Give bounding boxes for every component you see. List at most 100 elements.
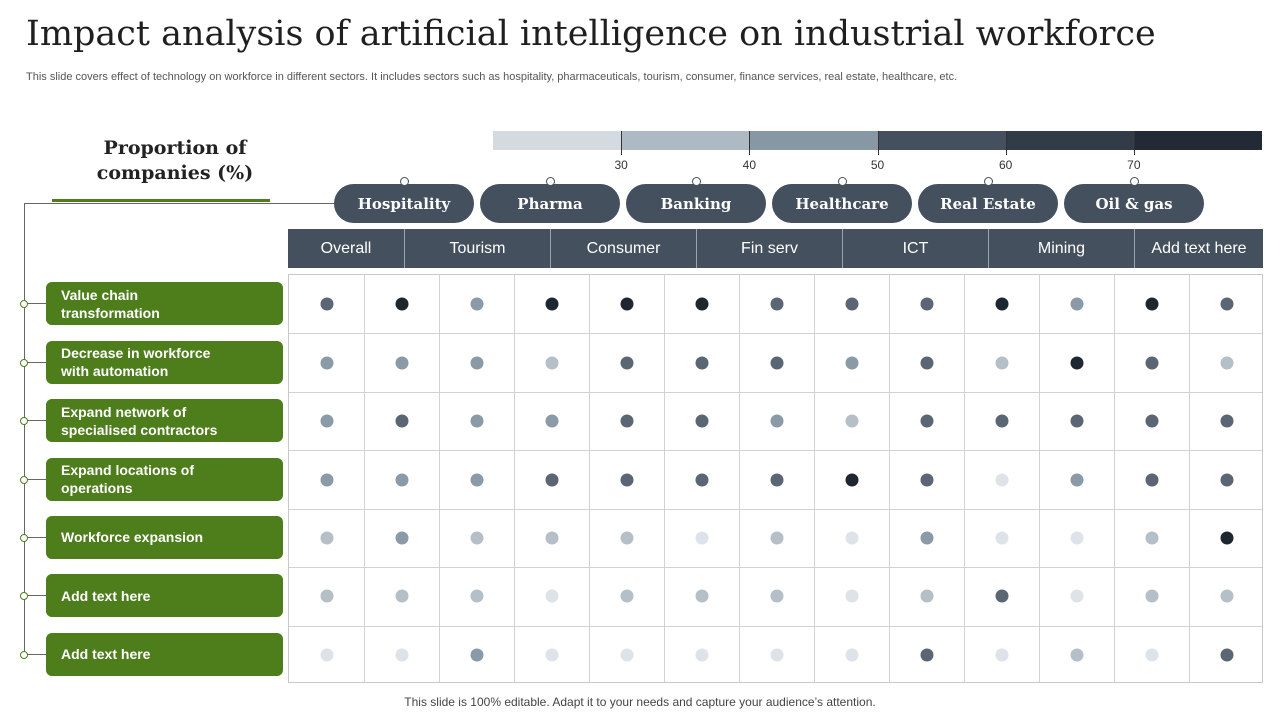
sector-pill: Oil & gas	[1064, 184, 1204, 223]
matrix-dot	[695, 531, 708, 545]
row-label-text: Value chain transformation	[61, 286, 160, 321]
row-label: Add text here	[46, 574, 283, 618]
matrix-dot	[470, 297, 483, 311]
matrix-dot	[395, 473, 408, 486]
matrix-dot	[845, 648, 858, 662]
grid-line	[589, 275, 590, 682]
matrix-dot	[920, 648, 933, 662]
matrix-dot	[320, 648, 333, 662]
row-connector-line	[24, 361, 46, 363]
matrix-dot	[920, 473, 933, 486]
matrix-dot	[545, 414, 558, 428]
scale-tick	[1005, 131, 1007, 155]
row-label: Expand locations of operations	[46, 457, 283, 501]
matrix-dot	[320, 297, 333, 311]
matrix-dot	[1070, 297, 1083, 311]
grid-line	[889, 275, 890, 682]
matrix-dot	[470, 531, 483, 545]
matrix-dot	[920, 297, 933, 311]
matrix-dot	[470, 589, 483, 603]
matrix-dot	[545, 648, 558, 662]
row-label-text: Expand network of specialised contractor…	[61, 403, 218, 438]
matrix-dot	[695, 297, 708, 311]
grid-line	[289, 508, 1262, 510]
row-connector-line	[24, 420, 46, 422]
impact-matrix	[288, 274, 1263, 683]
matrix-dot	[470, 414, 483, 428]
row-label: Expand network of specialised contractor…	[46, 399, 283, 443]
matrix-dot	[920, 356, 933, 370]
matrix-dot	[995, 297, 1008, 311]
grid-line	[1114, 275, 1115, 682]
column-header: Add text here	[1151, 239, 1247, 257]
matrix-dot	[695, 473, 708, 486]
grid-line	[814, 275, 815, 682]
matrix-dot	[1220, 297, 1233, 311]
matrix-dot	[995, 531, 1008, 545]
row-connector-dot	[20, 417, 28, 426]
grid-line	[739, 275, 740, 682]
matrix-dot	[845, 473, 858, 486]
scale-segment	[1133, 131, 1263, 150]
matrix-dot	[320, 473, 333, 486]
grid-line	[364, 275, 365, 682]
matrix-dot	[1220, 589, 1233, 603]
matrix-dot	[770, 297, 783, 311]
matrix-dot	[695, 589, 708, 603]
sector-pill: Banking	[626, 184, 766, 223]
matrix-dot	[995, 356, 1008, 370]
matrix-dot	[770, 531, 783, 545]
matrix-dot	[1145, 297, 1158, 311]
matrix-dot	[1070, 414, 1083, 428]
matrix-dot	[1220, 473, 1233, 486]
connector-vertical-line	[24, 203, 25, 653]
row-connector-line	[24, 478, 46, 480]
footer-note: This slide is 100% editable. Adapt it to…	[404, 695, 876, 709]
scale-segment	[493, 131, 622, 150]
matrix-dot	[995, 589, 1008, 603]
matrix-dot	[1220, 356, 1233, 370]
row-label-text: Decrease in workforce with automation	[61, 345, 211, 380]
column-header: Consumer	[551, 229, 697, 268]
matrix-dot	[1145, 589, 1158, 603]
matrix-dot	[770, 473, 783, 486]
matrix-dot	[1220, 414, 1233, 428]
matrix-dot	[845, 531, 858, 545]
row-label: Decrease in workforce with automation	[46, 340, 283, 384]
matrix-dot	[1070, 589, 1083, 603]
matrix-dot	[995, 648, 1008, 662]
grid-line	[964, 275, 965, 682]
scale-tick-label: 70	[1127, 158, 1141, 172]
row-connector-line	[24, 595, 46, 597]
matrix-dot	[770, 589, 783, 603]
row-connector-dot	[20, 533, 28, 542]
matrix-dot	[995, 414, 1008, 428]
matrix-dot	[770, 414, 783, 428]
column-header: ICT	[843, 229, 989, 268]
scale-tick-label: 60	[998, 158, 1013, 172]
sector-pill: Real Estate	[918, 184, 1058, 223]
matrix-dot	[620, 356, 633, 370]
matrix-dot	[920, 414, 933, 428]
matrix-dot	[845, 589, 858, 603]
matrix-dot	[1145, 356, 1158, 370]
page-title: Impact analysis of artificial intelligen…	[26, 14, 1156, 54]
column-header: Fin serv	[697, 229, 843, 268]
matrix-dot	[620, 297, 633, 311]
grid-line	[289, 333, 1262, 335]
column-header: Overall	[288, 229, 405, 268]
matrix-dot	[1220, 648, 1233, 662]
matrix-dot	[1145, 414, 1158, 428]
matrix-dot	[770, 356, 783, 370]
scale-segment	[749, 131, 878, 150]
matrix-dot	[320, 414, 333, 428]
sector-connector-dot	[400, 177, 409, 186]
matrix-dot	[320, 589, 333, 603]
matrix-dot	[320, 356, 333, 370]
matrix-dot	[470, 473, 483, 486]
scale-tick-label: 50	[870, 158, 885, 172]
matrix-dot	[620, 648, 633, 662]
row-connector-line	[24, 536, 46, 538]
matrix-dot	[395, 648, 408, 662]
grid-line	[1039, 275, 1040, 682]
